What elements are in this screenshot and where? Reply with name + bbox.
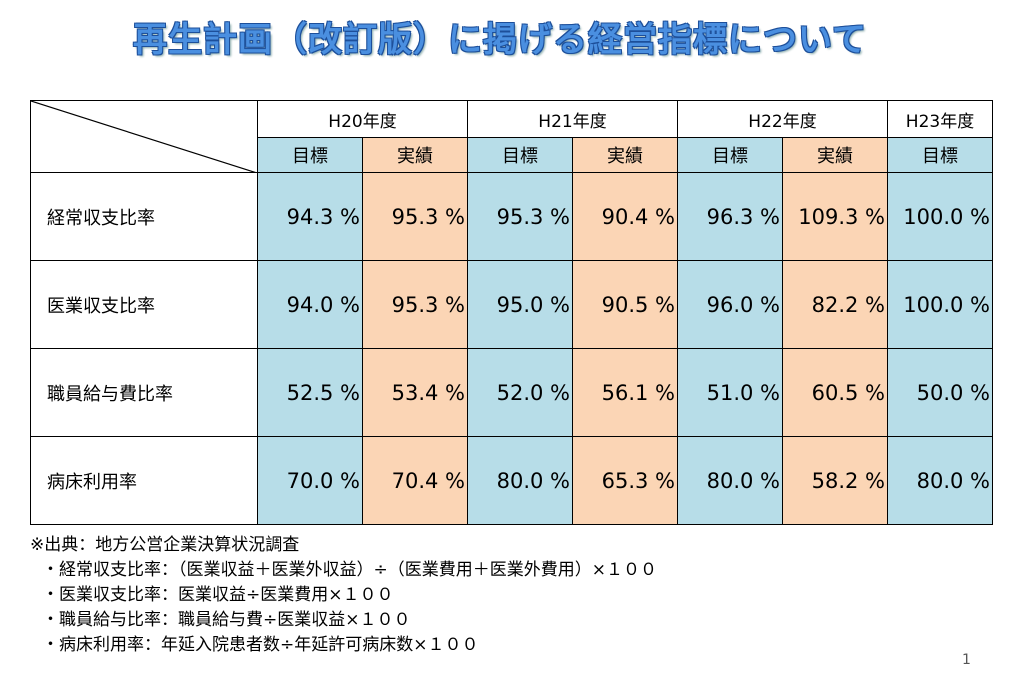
value-cell: 90.5 % — [572, 260, 678, 349]
value-cell: 80.0 % — [887, 436, 993, 525]
subheader: 目標 — [677, 137, 783, 173]
value-cell: 51.0 % — [677, 348, 783, 437]
value-cell: 60.5 % — [782, 348, 888, 437]
value-cell: 94.0 % — [257, 260, 363, 349]
value-cell: 96.3 % — [677, 172, 783, 261]
value-cell: 65.3 % — [572, 436, 678, 525]
note: ※出典：地方公営企業決算状況調査 — [30, 535, 300, 555]
subheader: 実績 — [362, 137, 468, 173]
subheader: 目標 — [467, 137, 573, 173]
value-cell: 90.4 % — [572, 172, 678, 261]
value-cell: 95.3 % — [362, 260, 468, 349]
value-cell: 70.4 % — [362, 436, 468, 525]
notes: ※出典：地方公営企業決算状況調査・経常収支比率：（医業収益＋医業外収益）÷（医業… — [30, 533, 657, 658]
year-header: H22年度 — [677, 100, 888, 138]
value-cell: 95.0 % — [467, 260, 573, 349]
row-label: 職員給与費比率 — [30, 348, 258, 437]
value-cell: 94.3 % — [257, 172, 363, 261]
value-cell: 96.0 % — [677, 260, 783, 349]
year-header: H23年度 — [887, 100, 993, 138]
value-cell: 95.3 % — [467, 172, 573, 261]
row: 経常収支比率 94.3 % 95.3 % 95.3 % 90.4 % 96.3 % 109.… — [30, 172, 993, 261]
row: 病床利用率 70.0 % 70.4 % 80.0 % 65.3 % 80.0 % 58.2 … — [30, 436, 993, 525]
value-cell: 52.5 % — [257, 348, 363, 437]
page-number: 1 — [962, 652, 971, 668]
year-header: H21年度 — [467, 100, 678, 138]
corner-cell — [30, 100, 258, 173]
value-cell: 58.2 % — [782, 436, 888, 525]
row-label: 医業収支比率 — [30, 260, 258, 349]
subheader: 目標 — [887, 137, 993, 173]
subheader: 実績 — [782, 137, 888, 173]
diagonal — [31, 101, 257, 173]
note: ・医業収支比率：医業収益÷医業費用×１００ — [42, 585, 394, 605]
value-cell: 50.0 % — [887, 348, 993, 437]
value-cell: 80.0 % — [677, 436, 783, 525]
title: 再生計画（改訂版）に掲げる経営指標について — [133, 20, 867, 60]
subheader-row: 目標 実績 目標 実績 目標 実績 目標 — [31, 137, 993, 173]
value-cell: 100.0 % — [887, 172, 993, 261]
note: ・経常収支比率：（医業収益＋医業外収益）÷（医業費用＋医業外費用）×１００ — [42, 560, 657, 580]
row: 医業収支比率 94.0 % 95.3 % 95.0 % 90.5 % 96.0 % 82.2… — [30, 260, 993, 349]
value-cell: 109.3 % — [782, 172, 888, 261]
value-cell: 70.0 % — [257, 436, 363, 525]
value-cell: 82.2 % — [782, 260, 888, 349]
row: 職員給与費比率 52.5 % 53.4 % 52.0 % 56.1 % 51.0 % 60.… — [30, 348, 993, 437]
value-cell: 100.0 % — [887, 260, 993, 349]
table: H20年度 H21年度 H22年度 H23年度 目標 実績 目標 実績 目標 実績 目標 経… — [30, 100, 993, 525]
note: ・職員給与比率：職員給与費÷医業収益×１００ — [42, 610, 411, 630]
year-header: H20年度 — [257, 100, 468, 138]
value-cell: 53.4 % — [362, 348, 468, 437]
row-label: 病床利用率 — [30, 436, 258, 525]
value-cell: 80.0 % — [467, 436, 573, 525]
subheader: 実績 — [572, 137, 678, 173]
subheader: 目標 — [257, 137, 363, 173]
note: ・病床利用率：年延入院患者数÷年延許可病床数×１００ — [42, 635, 479, 655]
value-cell: 56.1 % — [572, 348, 678, 437]
row-label: 経常収支比率 — [30, 172, 258, 261]
value-cell: 95.3 % — [362, 172, 468, 261]
value-cell: 52.0 % — [467, 348, 573, 437]
